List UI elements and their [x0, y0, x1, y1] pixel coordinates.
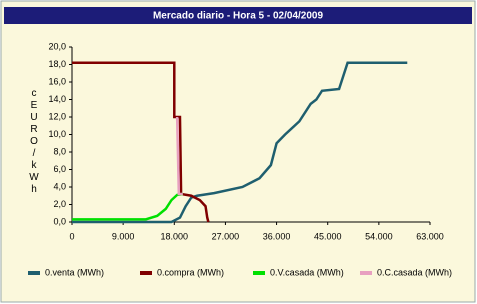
legend-label: 0.V.casada (MWh) — [270, 267, 344, 277]
title-bar — [4, 7, 472, 24]
legend-label: 0.venta (MWh) — [45, 267, 104, 277]
series-line — [72, 192, 183, 221]
y-tick-label: 8,0 — [53, 146, 66, 156]
series-line — [72, 61, 210, 223]
y-tick-label: 12,0 — [48, 111, 66, 121]
y-tick-label: 16,0 — [48, 76, 66, 86]
x-tick-label: 27.000 — [212, 231, 240, 241]
y-tick-label: 10,0 — [48, 129, 66, 139]
y-tick-label: 0,0 — [53, 216, 66, 226]
y-axis-label: cEURO/kWh — [28, 88, 39, 196]
y-tick-label: 20,0 — [48, 41, 66, 51]
y-tick-label: 6,0 — [53, 164, 66, 174]
series-line — [72, 61, 408, 224]
y-tick-label: 14,0 — [48, 94, 66, 104]
chart-title: Mercado diario - Hora 5 - 02/04/2009 — [153, 11, 324, 22]
x-tick-label: 0 — [69, 231, 74, 241]
x-tick-label: 36.000 — [263, 231, 291, 241]
x-tick-label: 63.000 — [416, 231, 444, 241]
legend-label: 0.compra (MWh) — [157, 267, 224, 277]
y-tick-label: 4,0 — [53, 181, 66, 191]
x-tick-label: 54.000 — [365, 231, 393, 241]
series-line — [175, 116, 183, 196]
y-tick-label: 18,0 — [48, 59, 66, 69]
x-tick-label: 18.000 — [161, 231, 189, 241]
x-tick-label: 9.000 — [112, 231, 135, 241]
x-tick-label: 45.000 — [314, 231, 342, 241]
legend-label: 0.C.casada (MWh) — [377, 267, 452, 277]
y-tick-label: 2,0 — [53, 199, 66, 209]
